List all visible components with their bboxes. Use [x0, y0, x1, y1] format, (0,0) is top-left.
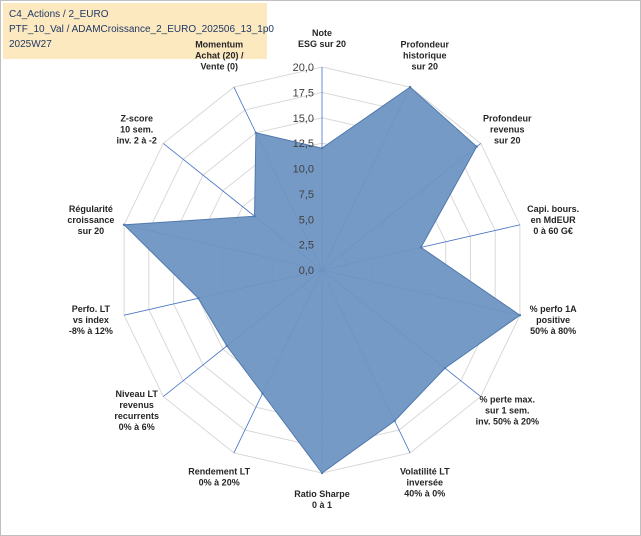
axis-label: Perfo. LT vs index -8% à 12%	[69, 304, 113, 336]
tick-label: 7,5	[299, 189, 314, 201]
tick-label: 20,0	[293, 62, 314, 74]
tick-label: 0,0	[299, 265, 314, 277]
axis-label: Profondeur historique sur 20	[401, 39, 450, 71]
series-point	[419, 246, 423, 249]
series-point	[475, 145, 478, 148]
series-point	[393, 419, 396, 423]
axis-label: Ratio Sharpe 0 à 1	[294, 489, 350, 510]
axis-label: Note ESG sur 20	[298, 28, 346, 49]
tick-label: 12,5	[293, 138, 314, 150]
axis-label: Niveau LT revenus recurrents 0% à 6%	[114, 389, 159, 432]
axis-label: % perte max. sur 1 sem. inv. 50% à 20%	[476, 394, 539, 426]
tick-label: 15,0	[293, 113, 314, 125]
header-line-1: C4_Actions / 2_EURO	[9, 9, 109, 20]
axis-label: Capi. bours. en MdEUR 0 à 60 G€	[527, 204, 579, 236]
header-line-2: PTF_10_Val / ADAMCroissance_2_EURO_20250…	[9, 24, 274, 35]
radar-axis-labels: Note ESG sur 20 Profondeur historique sur 20…	[67, 28, 579, 510]
radar-series	[122, 85, 522, 475]
axis-label: Momentum Achat (20) / Vente (0)	[195, 39, 244, 71]
header-line-3: 2025W27	[9, 39, 52, 50]
series-point	[225, 344, 228, 348]
series-point	[253, 215, 256, 218]
axis-label: Régularité croissance sur 20	[67, 204, 114, 236]
chart-header: C4_Actions / 2_EURO PTF_10_Val / ADAMCro…	[3, 3, 274, 59]
axis-label: Volatilité LT inversée 40% à 0%	[400, 467, 450, 499]
axis-label: Rendement LT 0% à 20%	[188, 467, 250, 488]
series-point	[254, 131, 258, 134]
tick-label: 17,5	[293, 87, 314, 99]
tick-label: 10,0	[293, 164, 314, 176]
tick-label: 2,5	[299, 240, 314, 252]
axis-label: Z-score 10 sem. inv. 2 à -2	[117, 114, 157, 146]
series-point	[197, 297, 200, 300]
series-point	[443, 366, 447, 370]
radar-tick-labels: 0,0 2,5 5,0 7,5 10,0 12,5 15,0 17,5 20,0	[293, 62, 314, 277]
series-point	[408, 85, 412, 89]
tick-label: 5,0	[299, 214, 314, 226]
series-point	[261, 392, 264, 395]
axis-label: Profondeur revenus sur 20	[483, 114, 532, 146]
series-point	[518, 314, 522, 317]
series-point	[122, 223, 126, 226]
axis-label: % perfo 1A positive 50% à 80%	[530, 304, 578, 336]
series-point	[320, 471, 324, 475]
series-point	[320, 147, 324, 150]
